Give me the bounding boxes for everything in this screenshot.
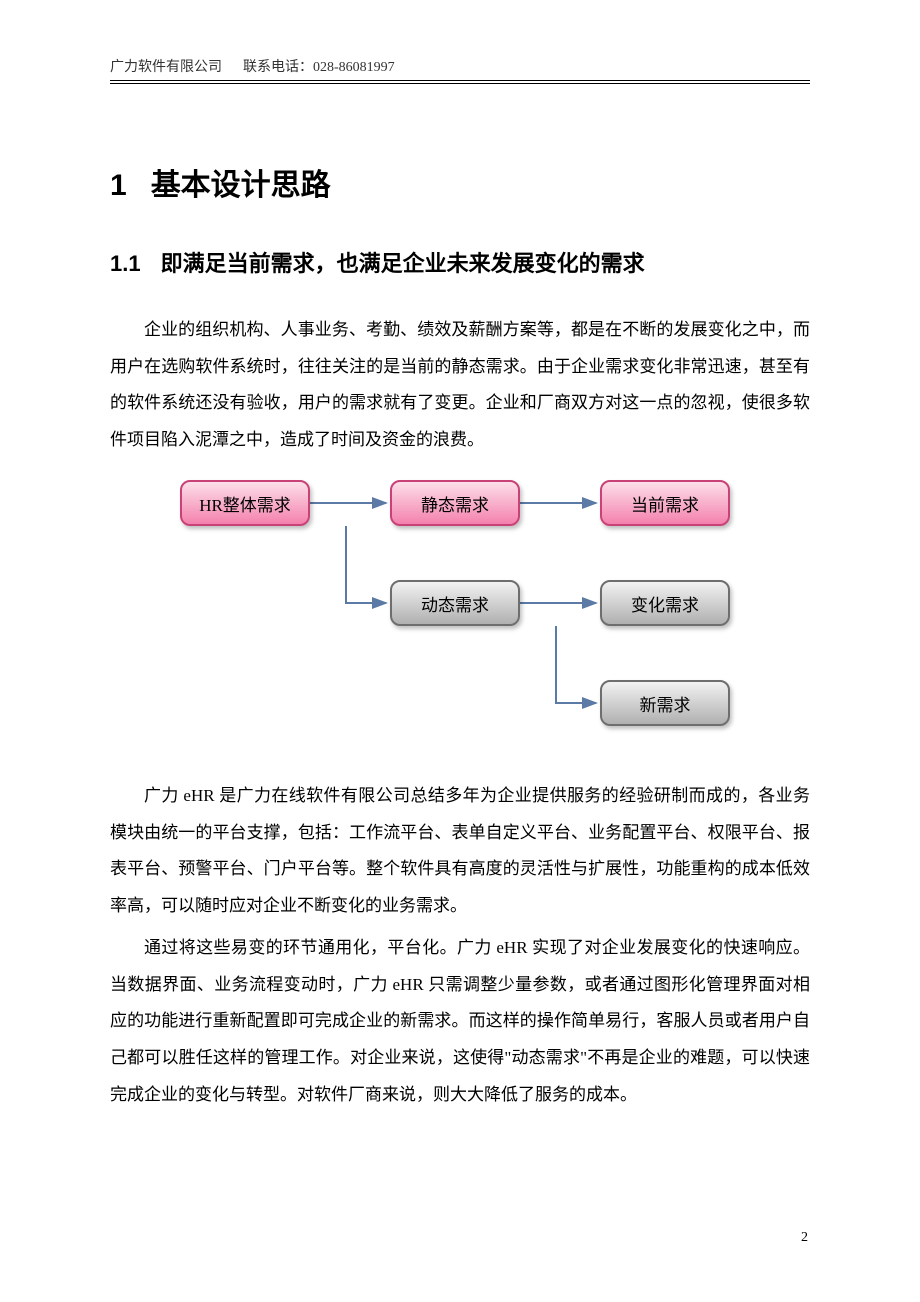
heading-1-text: 基本设计思路 — [151, 169, 331, 202]
flowchart-node-dynamic: 动态需求 — [390, 580, 520, 626]
flowchart-edge — [346, 526, 386, 603]
page-header: 广力软件有限公司 联系电话：028-86081997 — [110, 56, 810, 90]
flowchart-node-hr: HR整体需求 — [180, 480, 310, 526]
paragraph-3: 通过将这些易变的环节通用化，平台化。广力 eHR 实现了对企业发展变化的快速响应… — [110, 930, 810, 1113]
document-page: 广力软件有限公司 联系电话：028-86081997 1 基本设计思路 1.1 即满… — [0, 0, 920, 1302]
page-number: 2 — [801, 1230, 808, 1246]
flowchart-node-static: 静态需求 — [390, 480, 520, 526]
header-rule — [110, 80, 810, 84]
heading-1-1-text: 即满足当前需求，也满足企业未来发展变化的需求 — [161, 251, 645, 276]
company-name: 广力软件有限公司 — [110, 60, 222, 75]
heading-1: 1 基本设计思路 — [110, 160, 810, 204]
phone-label: 联系电话：028-86081997 — [243, 60, 395, 75]
heading-1-1-num: 1.1 — [110, 251, 141, 276]
requirements-flowchart: HR整体需求 静态需求 当前需求动态需求 变化需求新需求 — [170, 472, 770, 752]
flowchart-node-change: 变化需求 — [600, 580, 730, 626]
heading-1-1: 1.1 即满足当前需求，也满足企业未来发展变化的需求 — [110, 246, 810, 278]
flowchart-node-current: 当前需求 — [600, 480, 730, 526]
flowchart-edge — [556, 626, 596, 703]
heading-1-num: 1 — [110, 169, 127, 202]
flowchart-node-new: 新需求 — [600, 680, 730, 726]
paragraph-2: 广力 eHR 是广力在线软件有限公司总结多年为企业提供服务的经验研制而成的，各业… — [110, 778, 810, 924]
paragraph-1: 企业的组织机构、人事业务、考勤、绩效及薪酬方案等，都是在不断的发展变化之中，而用… — [110, 312, 810, 458]
